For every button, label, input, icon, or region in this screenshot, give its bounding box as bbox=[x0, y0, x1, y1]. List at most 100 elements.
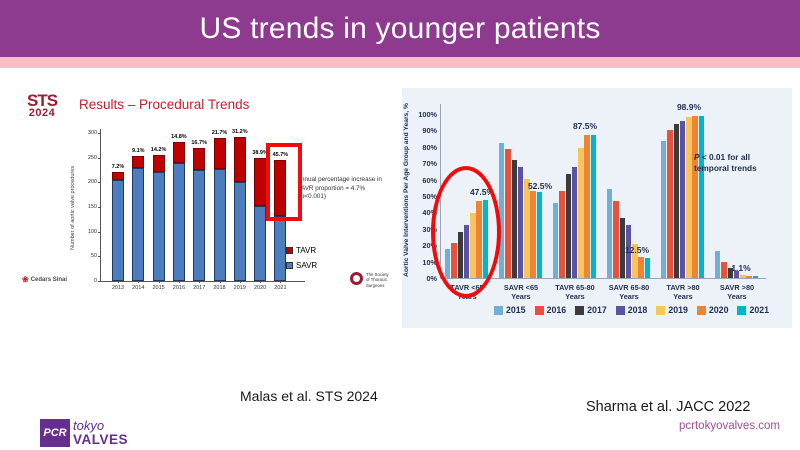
year-bar-2017 bbox=[565, 173, 571, 278]
website-link[interactable]: pcrtokyovalves.com bbox=[679, 420, 780, 432]
annual-increase-note: nnual percentage increase in AVR proport… bbox=[301, 176, 396, 202]
p-note-line: P < 0.01 for all bbox=[694, 152, 751, 162]
pcr-logo-square: PCR bbox=[40, 419, 70, 447]
year-swatch-icon bbox=[494, 305, 503, 315]
legend-year-label: 2021 bbox=[749, 305, 770, 315]
year-bar-2016 bbox=[667, 130, 673, 278]
savr-bar bbox=[213, 169, 226, 281]
x-category-label: SAVR <65 Years bbox=[503, 283, 539, 302]
year-bar-2016 bbox=[505, 149, 511, 278]
note-line: p<0.001) bbox=[301, 193, 327, 200]
society-line: Surgeons bbox=[366, 282, 385, 288]
legend-item-2017: 2017 bbox=[575, 305, 607, 315]
legend-item-2015: 2015 bbox=[494, 305, 526, 315]
year-swatch-icon bbox=[737, 305, 747, 315]
year-bar-2019 bbox=[686, 117, 692, 278]
x-tick-label: 2017 bbox=[193, 285, 206, 291]
year-bar-2017 bbox=[511, 159, 517, 278]
value-annotation: 1.1% bbox=[731, 263, 751, 273]
cedars-rose-icon: ❀ bbox=[22, 275, 29, 284]
cedars-label: Cedars Sinai bbox=[30, 276, 68, 283]
y-tick-mark bbox=[98, 231, 100, 233]
note-line: nnual percentage increase in bbox=[301, 176, 382, 183]
citation-left: Malas et al. STS 2024 bbox=[240, 388, 378, 404]
y-tick-label: 40% bbox=[422, 208, 437, 218]
x-tick-label: 2014 bbox=[132, 285, 145, 291]
y-tick-label: 100% bbox=[418, 110, 437, 119]
x-tick-mark bbox=[239, 281, 241, 283]
y-tick-label: 200 bbox=[87, 179, 97, 186]
society-line: The Society bbox=[366, 272, 389, 277]
x-tick-label: 2020 bbox=[253, 285, 267, 291]
year-swatch-icon bbox=[696, 305, 706, 315]
society-line: of Thoracic bbox=[366, 277, 388, 283]
x-tick-label: 2019 bbox=[233, 285, 246, 291]
year-swatch-icon bbox=[575, 305, 585, 315]
tavr-bar bbox=[132, 156, 145, 168]
sts-society-text: The Society of Thoracic Surgeons bbox=[366, 272, 389, 288]
y-tick-label: 50% bbox=[422, 192, 437, 201]
x-axis bbox=[100, 281, 305, 282]
tavr-bar bbox=[112, 172, 124, 181]
y-tick-label: 20% bbox=[422, 241, 437, 251]
sts-society-logo: The Society of Thoracic Surgeons bbox=[350, 272, 389, 288]
legend-label: SAVR bbox=[296, 261, 318, 270]
y-tick-label: 0% bbox=[426, 274, 437, 283]
y-tick-label: 80% bbox=[422, 142, 437, 152]
y-tick-label: 70% bbox=[422, 159, 437, 169]
savr-bar bbox=[132, 167, 145, 281]
savr-bar bbox=[172, 162, 185, 281]
x-tick-mark bbox=[178, 281, 180, 283]
tavr-bar bbox=[193, 147, 206, 170]
legend-year-label: 2020 bbox=[708, 305, 729, 315]
legend-year-label: 2019 bbox=[668, 305, 688, 315]
year-bar-2020 bbox=[638, 256, 644, 278]
year-bar-2018 bbox=[571, 167, 578, 278]
savr-bar bbox=[193, 170, 206, 281]
x-tick-mark bbox=[280, 281, 282, 283]
x-tick-mark bbox=[260, 281, 262, 283]
legend-item-2021: 2021 bbox=[737, 305, 769, 315]
y-tick-mark bbox=[98, 157, 100, 159]
y-tick-label: 250 bbox=[87, 154, 97, 161]
savr-swatch-icon bbox=[286, 262, 293, 269]
x-tick-mark bbox=[158, 281, 160, 283]
bar-percent-label: 45.7% bbox=[272, 152, 289, 159]
y-tick-label: 150 bbox=[87, 204, 97, 210]
y-axis bbox=[100, 129, 101, 282]
year-swatch-icon bbox=[656, 305, 666, 315]
sts-logo-text: STS bbox=[27, 91, 58, 110]
year-bar-2016 bbox=[721, 261, 727, 278]
tavr-bar bbox=[152, 154, 165, 173]
bar-percent-label: 7.2% bbox=[111, 164, 125, 171]
legend-label: TAVR bbox=[296, 246, 317, 255]
tavr-swatch-icon bbox=[286, 247, 293, 254]
year-bar-2019 bbox=[740, 274, 746, 278]
year-swatch-icon bbox=[534, 305, 544, 315]
year-bar-2020 bbox=[530, 191, 536, 278]
x-tick-label: 2021 bbox=[274, 285, 287, 291]
year-bar-2018 bbox=[625, 224, 632, 278]
year-bar-2015 bbox=[606, 189, 613, 278]
p-value-note: P < 0.01 for all temporal trends bbox=[694, 152, 774, 174]
y-tick-mark bbox=[98, 133, 100, 134]
legend-year-label: 2017 bbox=[587, 305, 607, 315]
legend-year-label: 2016 bbox=[546, 305, 567, 315]
year-bar-2015 bbox=[552, 202, 559, 278]
y-tick-label: 10% bbox=[422, 257, 437, 267]
x-category-label: TAVR 65-80 Years bbox=[555, 283, 595, 302]
x-tick-mark bbox=[199, 281, 201, 283]
title-bar: US trends in younger patients bbox=[0, 0, 800, 57]
legend-item-2019: 2019 bbox=[656, 305, 688, 315]
year-bar-2021 bbox=[752, 276, 759, 278]
sts-society-emblem-icon bbox=[350, 272, 363, 285]
bar-percent-label: 16.7% bbox=[191, 139, 207, 146]
year-bar-2018 bbox=[679, 121, 686, 278]
year-bar-2021 bbox=[536, 191, 543, 278]
x-tick-mark bbox=[219, 281, 221, 283]
left-y-axis-label: Number of aortic valve procedures bbox=[70, 165, 76, 251]
value-annotation: 98.9% bbox=[676, 102, 702, 112]
year-bar-2018 bbox=[517, 167, 524, 278]
year-bar-2018 bbox=[733, 270, 740, 278]
highlight-ellipse-tavr-under65 bbox=[431, 166, 501, 298]
